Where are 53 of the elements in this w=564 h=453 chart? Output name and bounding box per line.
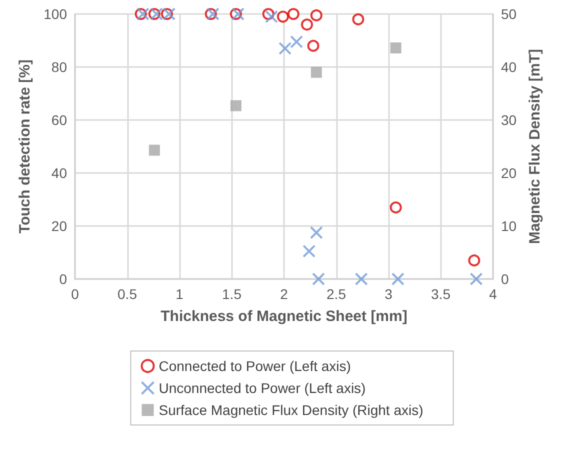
y2-tick-label: 30 <box>501 112 517 128</box>
x-tick-label: 4 <box>489 286 498 302</box>
x-tick-label: 3.5 <box>431 286 451 302</box>
point <box>290 35 304 48</box>
x-tick-label: 0 <box>71 286 80 302</box>
point <box>390 201 402 214</box>
x-tick-label: 3 <box>384 286 393 302</box>
x-tick-label: 0.5 <box>118 286 138 302</box>
point <box>264 10 278 24</box>
x-tick-label: 1.5 <box>222 286 242 302</box>
point <box>232 8 245 20</box>
y-tick-label: 80 <box>51 59 68 75</box>
y-tick-label: 0 <box>59 271 68 287</box>
point <box>310 226 323 240</box>
point <box>310 9 322 22</box>
y2-tick-label: 20 <box>501 165 517 181</box>
point <box>206 8 220 20</box>
point <box>148 144 160 156</box>
point <box>391 272 404 286</box>
x-tick-label: 2.5 <box>326 286 346 302</box>
point <box>468 254 480 266</box>
point <box>307 40 320 52</box>
y2-tick-label: 0 <box>501 271 509 287</box>
y-tick-label: 20 <box>51 218 68 234</box>
y-axis-title: Touch detection rate [%] <box>16 60 34 234</box>
y2-tick-label: 50 <box>501 6 517 22</box>
point <box>310 66 322 78</box>
point <box>230 100 242 112</box>
y2-tick-label: 10 <box>501 218 517 234</box>
y2-tick-label: 40 <box>501 59 517 75</box>
point <box>278 42 292 55</box>
y-tick-label: 100 <box>44 6 68 22</box>
y-tick-label: 40 <box>51 165 68 181</box>
point <box>352 13 364 26</box>
legend-label: Surface Magnetic Flux Density (Right axis) <box>158 402 424 418</box>
point <box>354 272 368 286</box>
point <box>312 272 325 286</box>
x-tick-label: 1 <box>176 286 184 302</box>
x-tick-label: 2 <box>280 286 288 302</box>
point <box>287 8 300 20</box>
point <box>276 10 289 23</box>
legend-label: Connected to Power (Left axis) <box>158 358 351 374</box>
point <box>390 42 402 54</box>
point <box>150 8 164 20</box>
point <box>162 8 176 20</box>
point <box>136 8 150 20</box>
point <box>301 18 313 31</box>
legend-label: Unconnected to Power (Left axis) <box>158 380 366 396</box>
point <box>470 272 483 286</box>
point <box>302 244 316 258</box>
x-axis-title: Thickness of Magnetic Sheet [mm] <box>160 308 408 325</box>
y2-axis-title: Magnetic Flux Density [mT] <box>526 48 544 244</box>
y-tick-label: 60 <box>51 112 68 128</box>
